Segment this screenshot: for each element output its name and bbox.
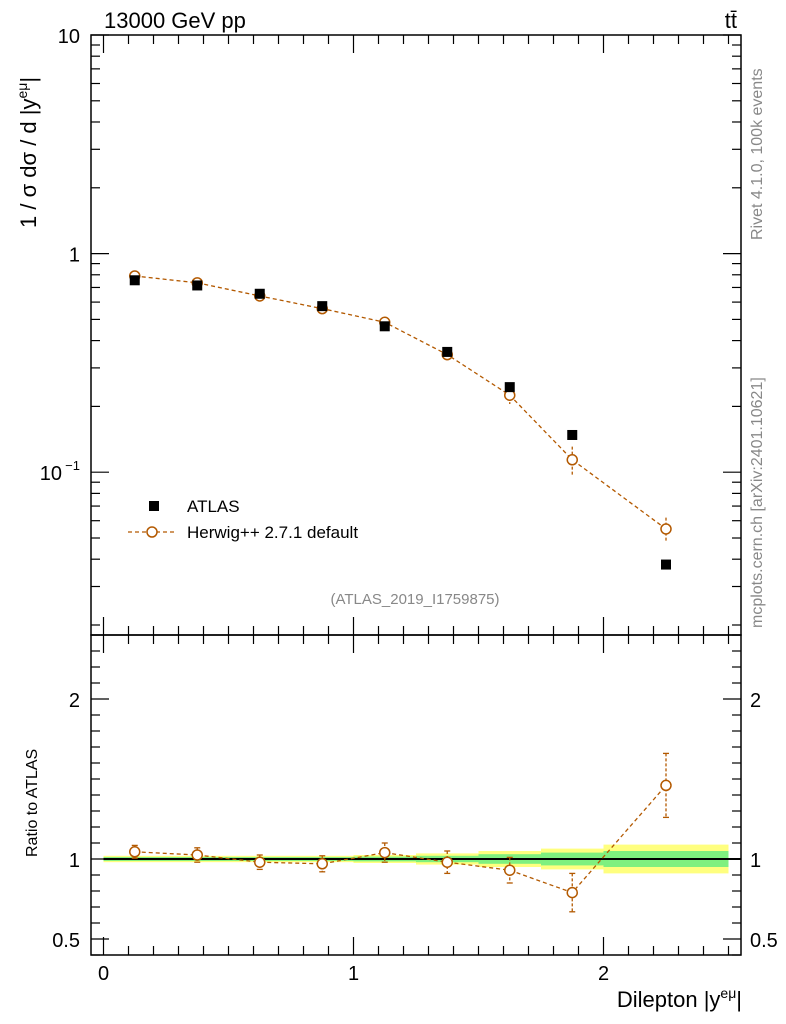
ratio-y-tick-label: 2 (69, 690, 80, 712)
y-tick-label: 1 (69, 245, 80, 267)
x-tick-label: 2 (598, 963, 609, 985)
ratio-y-tick-label-right: 1 (750, 850, 761, 872)
data-point (129, 275, 140, 286)
ratio-point (660, 779, 672, 792)
y-tick-label-exponent: −1 (65, 458, 80, 473)
y-axis-title-ratio: Ratio to ATLAS (24, 749, 41, 857)
mc-point (660, 523, 672, 535)
analysis-label: (ATLAS_2019_I1759875) (330, 591, 499, 608)
x-axis-title: Dilepton |yeμ| (617, 985, 742, 1012)
y-tick-label: 10 (40, 463, 62, 485)
header-energy-label: 13000 GeV pp (104, 8, 246, 33)
data-point (504, 382, 515, 393)
ratio-point (316, 858, 328, 870)
data-point (317, 301, 328, 312)
legend-mc-marker (146, 526, 158, 538)
rivet-version-label: Rivet 4.1.0, 100k events (749, 68, 766, 240)
legend-mc-label: Herwig++ 2.7.1 default (187, 523, 358, 542)
data-point (254, 288, 265, 299)
data-point (379, 321, 390, 332)
ratio-point (566, 886, 578, 899)
mcplots-label: mcplots.cern.ch [arXiv:2401.10621] (749, 377, 766, 628)
ratio-y-tick-label: 0.5 (52, 930, 80, 952)
data-point (661, 559, 671, 570)
ratio-series (129, 752, 672, 913)
data-series (129, 275, 671, 570)
ratio-line (134, 784, 667, 894)
header-process-label: tt̄ (725, 8, 737, 33)
mc-line (134, 275, 667, 530)
x-tick-label: 0 (98, 963, 109, 985)
data-point (442, 346, 453, 357)
ratio-point (254, 856, 266, 868)
legend-data-marker (149, 501, 159, 511)
ratio-y-tick-label-right: 2 (750, 690, 761, 712)
y-tick-label: 10 (58, 26, 80, 48)
ratio-y-tick-label: 1 (69, 850, 80, 872)
ratio-point (191, 849, 203, 861)
x-tick-label: 1 (348, 963, 359, 985)
y-axis-title-main: 1 / σ dσ / d |yeμ| (14, 77, 41, 228)
main-panel-frame (90, 34, 742, 636)
ratio-point (441, 856, 453, 868)
ratio-point (379, 846, 391, 859)
ratio-point (504, 864, 516, 876)
axis-ticks (91, 34, 741, 956)
legend: ATLAS Herwig++ 2.7.1 default (128, 497, 358, 542)
ratio-y-tick-label-right: 0.5 (750, 930, 778, 952)
legend-data-label: ATLAS (187, 497, 240, 516)
ratio-point (129, 846, 141, 858)
data-point (192, 280, 203, 291)
ratio-panel-frame (90, 634, 742, 956)
mc-point (566, 454, 578, 466)
data-point (567, 429, 578, 440)
